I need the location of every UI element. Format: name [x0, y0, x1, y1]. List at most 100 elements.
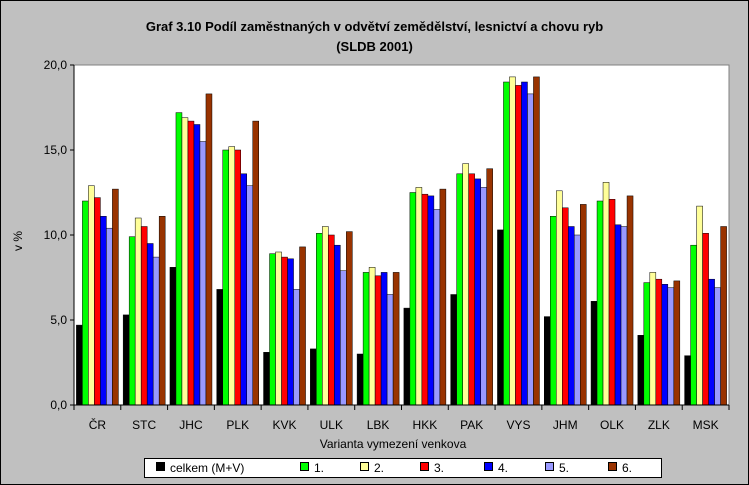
x-axis-label: Varianta vymezení venkova [320, 437, 467, 451]
bar-2-VYS [503, 81, 510, 406]
bar-3-ZLK [649, 272, 657, 406]
bar-3-PAK [462, 163, 469, 406]
bar-2-ČR [82, 200, 89, 406]
x-tick-label-JHM: JHM [553, 418, 578, 432]
bar-7-OLK [626, 195, 634, 406]
chart-title: Graf 3.10 Podíl zaměstnaných v odvětví z… [1, 17, 748, 57]
bar-5-STC [146, 243, 154, 406]
bar-2-ZLK [643, 282, 651, 406]
bar-3-OLK [602, 182, 610, 406]
y-tick-label: 10,0 [44, 228, 68, 242]
bar-5-ULK [334, 244, 341, 406]
bar-1-KVK [263, 352, 270, 406]
bar-5-VYS [521, 81, 528, 406]
bar-1-HKK [403, 307, 411, 406]
bar-6-STC [152, 256, 160, 406]
y-tick-label: 20,0 [44, 58, 68, 72]
bar-7-VYS [533, 76, 540, 406]
bar-4-ZLK [655, 278, 663, 406]
bar-7-ULK [346, 231, 353, 406]
y-tick-label: 15,0 [44, 143, 68, 157]
bar-6-JHC [199, 141, 207, 406]
x-tick-label-LBK: LBK [367, 418, 390, 432]
legend-swatch [545, 462, 554, 471]
legend-item: 4. [484, 462, 508, 475]
x-tick-label-ČR: ČR [89, 417, 107, 432]
legend-swatch [156, 462, 165, 471]
bar-2-JHC [175, 112, 183, 406]
bar-2-HKK [409, 192, 417, 406]
legend-item: 1. [300, 462, 324, 475]
bar-6-OLK [620, 226, 628, 406]
bar-6-ULK [340, 270, 347, 406]
bar-1-ČR [76, 324, 83, 406]
bar-2-STC [128, 236, 136, 406]
bar-4-STC [140, 226, 148, 406]
bar-2-MSK [690, 244, 697, 406]
bar-6-LBK [386, 294, 394, 406]
bar-3-PLK [228, 146, 235, 406]
bar-3-HKK [415, 187, 423, 406]
bar-6-JHM [574, 234, 581, 406]
bar-3-MSK [696, 205, 703, 406]
legend-item: 3. [420, 462, 444, 475]
bar-5-ZLK [661, 284, 669, 406]
bar-5-MSK [708, 278, 715, 406]
bar-1-ULK [310, 348, 317, 406]
bar-7-HKK [439, 188, 447, 406]
x-tick-label-PAK: PAK [460, 418, 483, 432]
x-tick-label-VYS: VYS [506, 418, 530, 432]
bar-3-JHC [181, 117, 189, 406]
bar-4-JHC [187, 120, 195, 406]
bar-4-ULK [328, 234, 335, 406]
bar-1-STC [122, 314, 130, 406]
bar-1-ZLK [637, 335, 645, 406]
legend-label: 5. [559, 461, 570, 475]
legend: celkem (M+V) 1. 2. 3. 4. 5. 6. [144, 458, 662, 478]
bar-3-STC [134, 217, 142, 406]
x-tick-label-KVK: KVK [273, 418, 297, 432]
bar-2-PAK [456, 173, 463, 406]
bar-1-PAK [450, 294, 457, 406]
x-tick-label-JHC: JHC [179, 418, 203, 432]
bar-4-MSK [702, 233, 709, 406]
legend-item: 6. [608, 462, 632, 475]
bar-3-KVK [275, 251, 282, 406]
legend-item: 5. [545, 462, 569, 475]
bar-7-ČR [112, 188, 119, 406]
chart-title-line-1: Graf 3.10 Podíl zaměstnaných v odvětví z… [145, 19, 604, 34]
bar-7-LBK [392, 272, 400, 406]
bar-6-PAK [480, 187, 487, 406]
bar-5-HKK [427, 195, 435, 406]
legend-swatch [608, 462, 617, 471]
axes-group: 0,0 5,0 10,0 15,0 20,0 ČR STC JHC PLK KVK ULK LBK HK… [44, 58, 730, 432]
bar-7-PAK [486, 168, 493, 406]
legend-swatch [484, 462, 493, 471]
bar-5-JHM [568, 226, 575, 406]
bar-5-PAK [474, 178, 481, 406]
bar-4-VYS [515, 85, 522, 406]
bar-4-JHM [562, 207, 569, 406]
bar-3-JHM [556, 190, 563, 406]
bar-1-JHM [544, 316, 551, 406]
legend-swatch [300, 462, 309, 471]
bar-4-OLK [608, 199, 616, 406]
bar-2-OLK [596, 200, 604, 406]
legend-item: 2. [360, 462, 384, 475]
x-tick-label-PLK: PLK [226, 418, 249, 432]
bars-group [76, 76, 727, 406]
y-tick-label: 5,0 [50, 313, 67, 327]
bar-2-ULK [316, 233, 323, 406]
legend-label: 6. [622, 461, 633, 475]
bar-6-HKK [433, 209, 441, 406]
bar-7-MSK [720, 226, 727, 406]
legend-swatch [360, 462, 369, 471]
y-axis-label: v % [11, 231, 25, 251]
bar-1-OLK [590, 301, 598, 406]
bar-5-ČR [100, 216, 107, 406]
bar-2-JHM [550, 216, 557, 406]
bar-4-KVK [281, 256, 288, 406]
x-tick-label-ULK: ULK [320, 418, 343, 432]
